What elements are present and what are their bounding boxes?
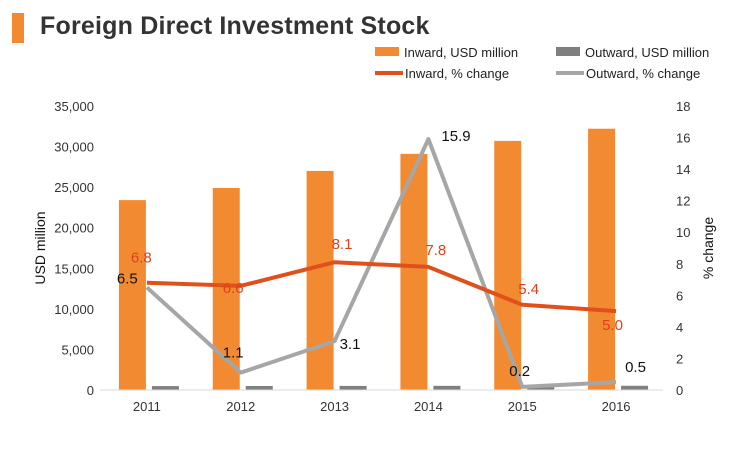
data-label-inward-pct: 5.0	[602, 317, 623, 334]
bar-outward-usd	[245, 386, 273, 390]
legend-label: Inward, USD million	[404, 45, 518, 60]
data-label-outward-pct: 0.2	[509, 363, 530, 380]
x-tick-label: 2016	[602, 399, 631, 414]
y-right-tick-label: 14	[676, 162, 690, 177]
legend-swatch	[556, 47, 580, 56]
y-left-tick-label: 25,000	[54, 180, 94, 195]
y-left-tick-label: 5,000	[61, 342, 94, 357]
x-tick-label: 2013	[320, 399, 349, 414]
data-label-inward-pct: 6.8	[131, 250, 152, 267]
bar-inward-usd	[118, 200, 146, 390]
legend-label: Outward, USD million	[585, 45, 709, 60]
data-label-inward-pct: 7.8	[425, 242, 446, 259]
y-right-tick-label: 6	[676, 288, 683, 303]
title-accent-bar	[12, 13, 24, 43]
y-left-tick-label: 0	[87, 383, 94, 398]
y-right-tick-label: 0	[676, 383, 683, 398]
bar-inward-usd	[588, 128, 616, 390]
legend-swatch	[375, 47, 399, 56]
data-label-outward-pct: 1.1	[223, 345, 244, 362]
legend-label: Inward, % change	[405, 66, 509, 81]
bar-outward-usd	[339, 385, 367, 390]
y-right-tick-label: 2	[676, 351, 683, 366]
line-inward-pct	[146, 260, 617, 314]
x-tick-label: 2014	[414, 399, 443, 414]
y-right-tick-label: 4	[676, 320, 683, 335]
data-label-inward-pct: 5.4	[518, 281, 539, 298]
y-right-axis-title: % change	[700, 217, 716, 279]
data-label-outward-pct: 3.1	[340, 336, 361, 353]
y-right-tick-label: 12	[676, 194, 690, 209]
bar-outward-usd	[621, 385, 649, 390]
x-tick-label: 2011	[133, 399, 161, 414]
y-left-tick-label: 35,000	[54, 99, 94, 114]
y-left-tick-label: 30,000	[54, 140, 94, 155]
data-label-inward-pct: 6.6	[223, 280, 244, 297]
x-tick-label: 2012	[226, 399, 255, 414]
bar-outward-usd	[151, 386, 179, 390]
y-right-tick-label: 8	[676, 257, 683, 272]
bar-inward-usd	[306, 170, 334, 390]
y-right-tick-label: 18	[676, 99, 690, 114]
y-left-tick-label: 20,000	[54, 221, 94, 236]
y-right-tick-label: 10	[676, 225, 690, 240]
data-label-inward-pct: 8.1	[332, 236, 353, 253]
y-left-axis-title: USD million	[32, 211, 48, 284]
legend-label: Outward, % change	[586, 66, 700, 81]
data-label-outward-pct: 6.5	[117, 270, 138, 287]
x-tick-label: 2015	[508, 399, 537, 414]
bar-outward-usd	[433, 385, 461, 390]
bar-inward-usd	[212, 187, 240, 390]
data-label-outward-pct: 15.9	[441, 128, 470, 145]
y-right-tick-label: 16	[676, 131, 690, 146]
y-left-tick-label: 10,000	[54, 302, 94, 317]
data-label-outward-pct: 0.5	[625, 359, 646, 376]
chart-title: Foreign Direct Investment Stock	[40, 12, 430, 40]
y-left-tick-label: 15,000	[54, 261, 94, 276]
line-outward-pct	[145, 137, 617, 389]
